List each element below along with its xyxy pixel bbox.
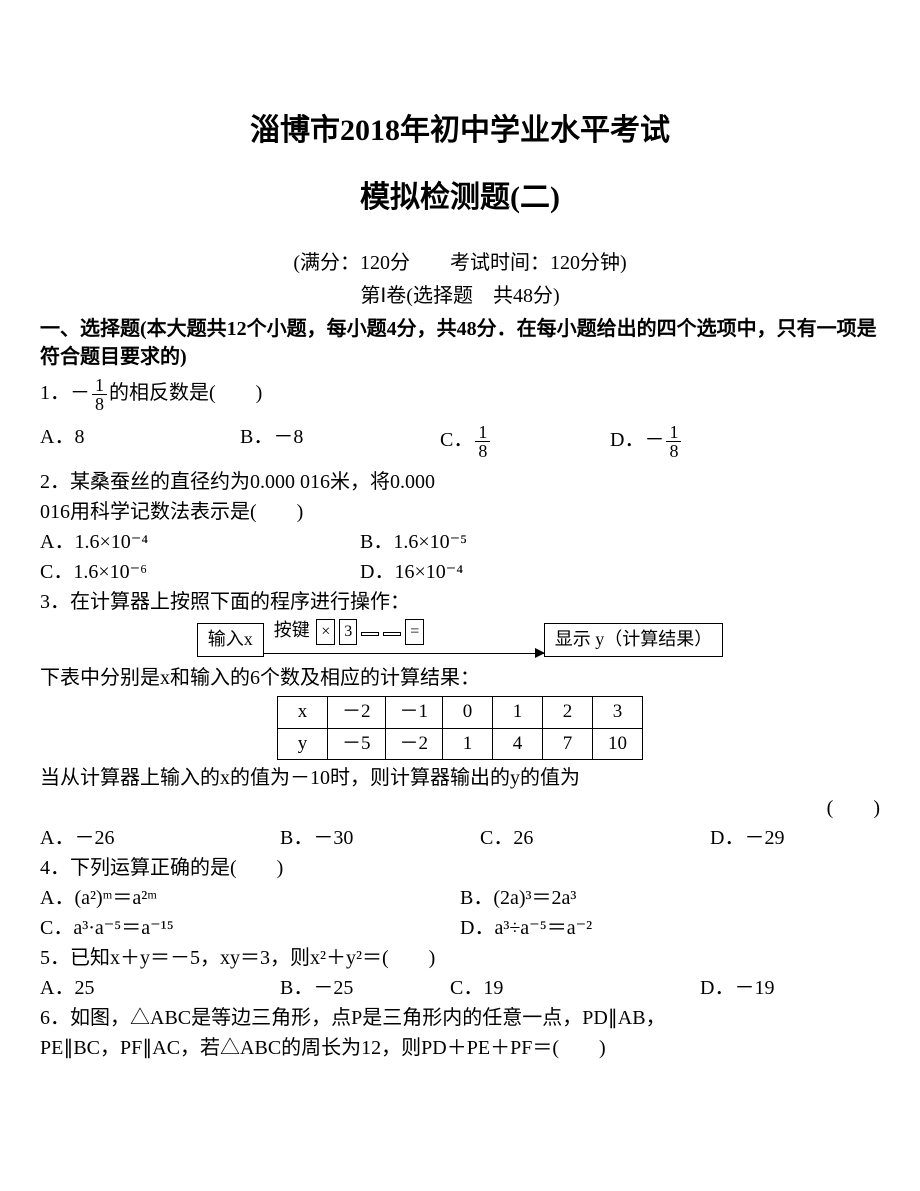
q4-option-c: C．a³·a⁻⁵＝a⁻¹⁵ <box>40 914 420 942</box>
q4-option-b: B．(2a)³＝2a³ <box>460 884 576 912</box>
q3-table-desc: 下表中分别是x和输入的6个数及相应的计算结果： <box>40 664 880 692</box>
question-6-line1: 6．如图，△ABC是等边三角形，点P是三角形内的任意一点，PD∥AB， <box>40 1004 880 1032</box>
q3-data-table: x －2 －1 0 1 2 3 y －5 －2 1 4 7 10 <box>277 696 643 760</box>
question-4-text: 4．下列运算正确的是( ) <box>40 854 880 882</box>
q3-option-c: C．26 <box>480 824 670 852</box>
q3-result-text: 当从计算器上输入的x的值为－10时，则计算器输出的y的值为 <box>40 764 880 792</box>
main-title: 淄博市2018年初中学业水平考试 <box>40 110 880 152</box>
q3-key-3 <box>361 632 379 636</box>
q2-options-row2: C．1.6×10⁻⁶ D．16×10⁻⁴ <box>40 558 880 586</box>
q2-option-b: B．1.6×10⁻⁵ <box>360 528 467 556</box>
q3-option-d: D．－29 <box>710 824 784 852</box>
q3-arrow: 按键 ×3= <box>264 620 544 660</box>
q2-option-c: C．1.6×10⁻⁶ <box>40 558 320 586</box>
question-3-text: 3．在计算器上按照下面的程序进行操作： <box>40 588 880 616</box>
q3-input-box: 输入x <box>197 623 264 656</box>
q3-flow-diagram: 输入x 按键 ×3= 显示 y（计算结果） <box>40 620 880 660</box>
q4-option-d: D．a³÷a⁻⁵＝a⁻² <box>460 914 592 942</box>
q5-option-c: C．19 <box>450 974 660 1002</box>
q3-option-b: B．－30 <box>280 824 440 852</box>
q3-key-4 <box>383 632 401 636</box>
q3-option-a: A．－26 <box>40 824 240 852</box>
question-2-line2: 016用科学记数法表示是( ) <box>40 498 880 526</box>
q5-option-d: D．－19 <box>700 974 774 1002</box>
q3-paren: ( ) <box>40 794 880 822</box>
q1-option-b: B．－8 <box>240 423 400 460</box>
question-5-text: 5．已知x＋y＝－5，xy＝3，则x²＋y²＝( ) <box>40 944 880 972</box>
q1-option-d: D．－18 <box>610 423 683 460</box>
q5-options: A．25 B．－25 C．19 D．－19 <box>40 974 880 1002</box>
section-header: 第Ⅰ卷(选择题 共48分) <box>40 282 880 310</box>
exam-meta: (满分：120分 考试时间：120分钟) <box>40 249 880 277</box>
q1-fraction: 18 <box>92 376 107 413</box>
q1-suffix: 的相反数是( ) <box>109 382 262 404</box>
question-6-line2: PE∥BC，PF∥AC，若△ABC的周长为12，则PD＋PE＋PF＝( ) <box>40 1034 880 1062</box>
q2-options-row1: A．1.6×10⁻⁴ B．1.6×10⁻⁵ <box>40 528 880 556</box>
q1-prefix: 1．－ <box>40 382 90 404</box>
q1-option-c: C．18 <box>440 423 570 460</box>
q5-option-b: B．－25 <box>280 974 410 1002</box>
q1-options: A．8 B．－8 C．18 D．－18 <box>40 423 880 460</box>
question-2-line1: 2．某桑蚕丝的直径约为0.000 016米，将0.000 <box>40 468 880 496</box>
q2-option-d: D．16×10⁻⁴ <box>360 558 463 586</box>
subtitle: 模拟检测题(二) <box>40 177 880 219</box>
q3-output-box: 显示 y（计算结果） <box>544 623 724 656</box>
q5-option-a: A．25 <box>40 974 240 1002</box>
q3-key-2: 3 <box>339 619 357 645</box>
table-row: x －2 －1 0 1 2 3 <box>277 697 642 729</box>
q4-options-row1: A．(a²)ᵐ＝a²ᵐ B．(2a)³＝2a³ <box>40 884 880 912</box>
section-instruction: 一、选择题(本大题共12个小题，每小题4分，共48分．在每小题给出的四个选项中，… <box>40 315 880 371</box>
q4-option-a: A．(a²)ᵐ＝a²ᵐ <box>40 884 420 912</box>
q3-options: A．－26 B．－30 C．26 D．－29 <box>40 824 880 852</box>
q1-option-a: A．8 <box>40 423 200 460</box>
q3-key-5: = <box>405 619 424 645</box>
table-row: y －5 －2 1 4 7 10 <box>277 728 642 760</box>
q3-keys: 按键 ×3= <box>274 618 427 645</box>
q2-option-a: A．1.6×10⁻⁴ <box>40 528 320 556</box>
question-1: 1．－18的相反数是( ) <box>40 376 880 413</box>
q4-options-row2: C．a³·a⁻⁵＝a⁻¹⁵ D．a³÷a⁻⁵＝a⁻² <box>40 914 880 942</box>
q3-key-1: × <box>316 619 335 645</box>
